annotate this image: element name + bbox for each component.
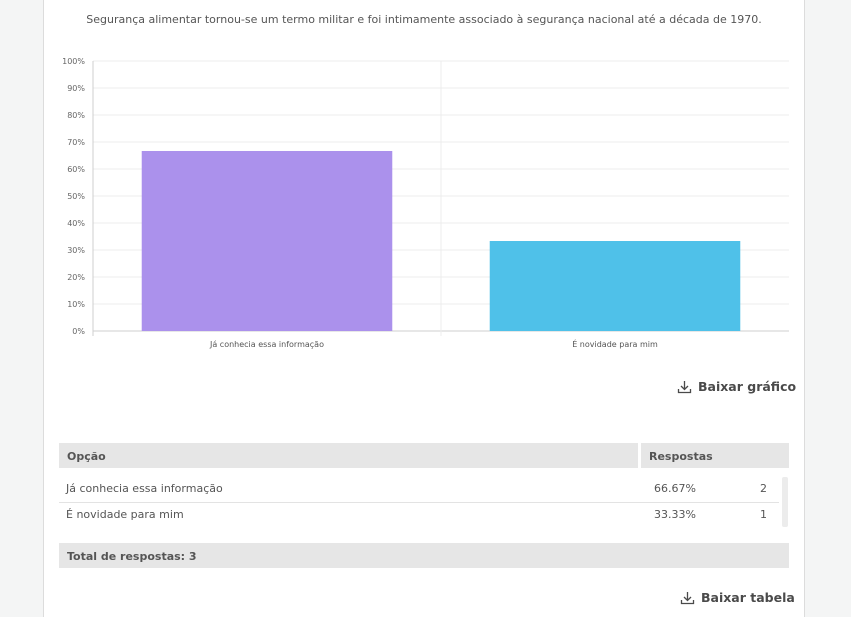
download-icon — [680, 591, 695, 604]
total-responses-label: Total de respostas: 3 — [67, 550, 197, 563]
x-tick-label: É novidade para mim — [572, 338, 658, 349]
row-divider — [59, 502, 779, 503]
bar — [489, 241, 741, 331]
download-table-button[interactable]: Baixar tabela — [680, 590, 795, 605]
y-tick-label: 60% — [67, 165, 85, 174]
download-chart-label: Baixar gráfico — [698, 379, 797, 394]
y-tick-labels: 0% 10% 20% 30% 40% 50% 60% 70% 80% 90% 100% — [62, 57, 85, 336]
row-percent: 33.33% — [654, 508, 696, 521]
question-text: Segurança alimentar tornou-se um termo m… — [86, 13, 762, 26]
header-option-label: Opção — [67, 450, 106, 463]
bar — [141, 150, 393, 331]
download-icon — [677, 380, 692, 393]
download-chart-button[interactable]: Baixar gráfico — [677, 379, 796, 394]
x-tick-labels: Já conhecia essa informação É novidade pa… — [209, 338, 658, 349]
y-tick-label: 90% — [67, 84, 85, 93]
y-tick-label: 20% — [67, 273, 85, 282]
table-row: Já conhecia essa informação 66.67% 2 — [59, 476, 779, 502]
download-table-label: Baixar tabela — [701, 590, 795, 605]
y-tick-label: 80% — [67, 111, 85, 120]
y-tick-label: 50% — [67, 192, 85, 201]
y-tick-label: 30% — [67, 246, 85, 255]
total-responses-bar: Total de respostas: 3 — [59, 543, 789, 568]
table-row: É novidade para mim 33.33% 1 — [59, 502, 779, 528]
y-tick-label: 70% — [67, 138, 85, 147]
bar-chart: 0% 10% 20% 30% 40% 50% 60% 70% 80% 90% 100% Já con… — [62, 57, 789, 349]
header-responses: Respostas — [641, 443, 789, 468]
y-tick-label: 0% — [72, 327, 85, 336]
row-count: 1 — [760, 508, 767, 521]
table-scrollbar[interactable] — [782, 477, 788, 527]
row-percent: 66.67% — [654, 482, 696, 495]
row-count: 2 — [760, 482, 767, 495]
row-option: É novidade para mim — [66, 508, 184, 521]
row-option: Já conhecia essa informação — [66, 482, 223, 495]
x-tick-label: Já conhecia essa informação — [209, 340, 324, 349]
header-responses-label: Respostas — [649, 450, 713, 463]
y-tick-label: 40% — [67, 219, 85, 228]
header-option: Opção — [59, 443, 638, 468]
y-tick-label: 10% — [67, 300, 85, 309]
y-tick-label: 100% — [62, 57, 85, 66]
chart-bars — [141, 150, 741, 331]
survey-result-card: Segurança alimentar tornou-se um termo m… — [43, 0, 805, 617]
